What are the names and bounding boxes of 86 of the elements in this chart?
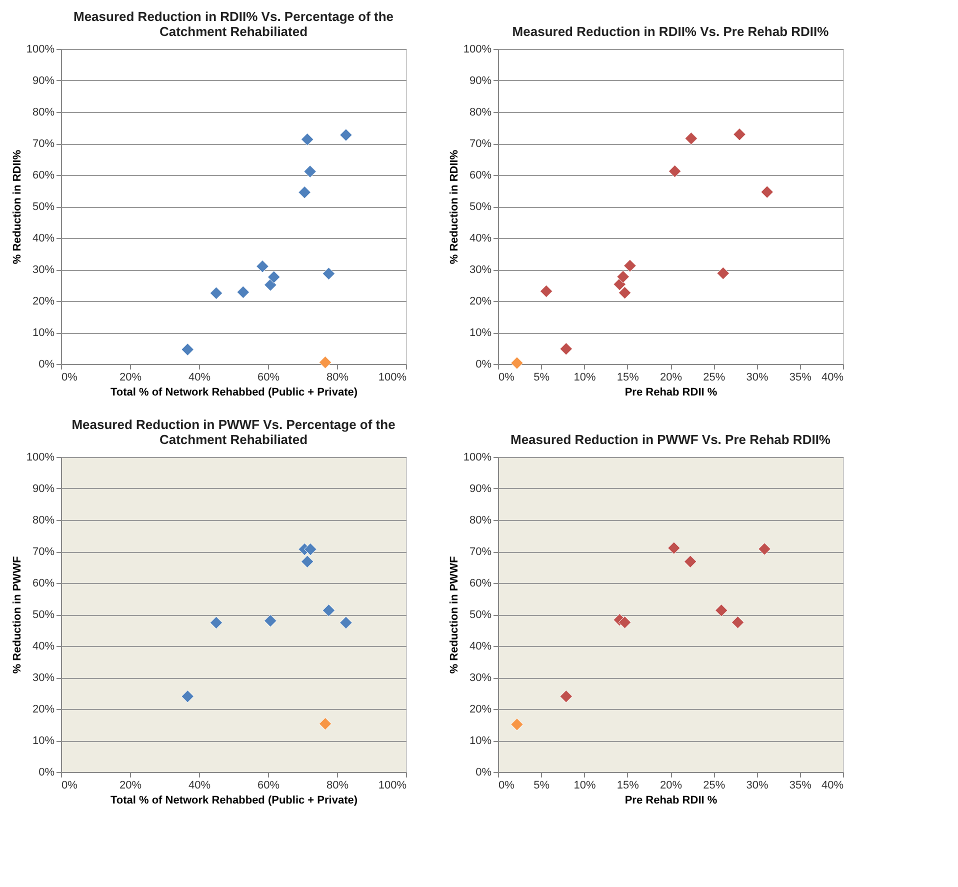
y-tick-label: 40% bbox=[469, 232, 492, 244]
x-tick-label: 40% bbox=[188, 372, 211, 384]
y-tick-label: 20% bbox=[469, 704, 492, 716]
y-tick-label: 60% bbox=[32, 578, 55, 590]
x-tick-label: 0% bbox=[498, 372, 515, 384]
x-tick-label: 20% bbox=[119, 372, 142, 384]
x-tick-label: 35% bbox=[789, 780, 812, 792]
y-tick-label: 50% bbox=[32, 201, 55, 213]
y-tick-label: 90% bbox=[32, 483, 55, 495]
y-tick-label: 40% bbox=[32, 232, 55, 244]
x-tick-label: 5% bbox=[534, 780, 550, 792]
x-tick-label: 15% bbox=[616, 372, 640, 384]
y-tick-label: 20% bbox=[32, 296, 55, 308]
y-tick-label: 50% bbox=[469, 609, 492, 621]
y-tick-label: 100% bbox=[463, 44, 492, 56]
x-tick-label: 25% bbox=[703, 780, 726, 792]
y-tick-label: 60% bbox=[469, 578, 492, 590]
x-tick-label: 40% bbox=[821, 780, 844, 792]
y-tick-label: 20% bbox=[32, 704, 55, 716]
x-tick-label: 10% bbox=[574, 372, 596, 384]
x-tick-label: 20% bbox=[660, 372, 682, 384]
y-tick-label: 0% bbox=[38, 358, 55, 370]
y-tick-label: 60% bbox=[32, 170, 55, 182]
x-tick-label: 5% bbox=[534, 372, 550, 384]
y-tick-label: 30% bbox=[32, 264, 55, 276]
y-tick-label: 90% bbox=[32, 75, 55, 87]
x-axis-title: Pre Rehab RDII % bbox=[624, 794, 718, 806]
y-tick-label: 90% bbox=[469, 75, 492, 87]
x-tick-label: 0% bbox=[62, 780, 78, 792]
y-tick-label: 50% bbox=[469, 201, 492, 213]
y-tick-label: 70% bbox=[469, 138, 492, 150]
x-tick-label: 0% bbox=[498, 780, 515, 792]
y-tick-label: 20% bbox=[469, 296, 492, 308]
x-tick-label: 25% bbox=[703, 372, 726, 384]
y-tick-label: 0% bbox=[476, 358, 492, 370]
y-tick-label: 0% bbox=[476, 766, 492, 778]
chart-title: Measured Reduction in PWWF Vs. Pre Rehab RDII% bbox=[510, 432, 831, 447]
y-tick-label: 80% bbox=[32, 106, 55, 118]
x-tick-label: 20% bbox=[119, 780, 142, 792]
x-tick-label: 40% bbox=[821, 372, 844, 384]
x-tick-label: 15% bbox=[616, 780, 640, 792]
y-tick-label: 30% bbox=[469, 264, 492, 276]
y-tick-label: 70% bbox=[32, 138, 55, 150]
y-tick-label: 70% bbox=[469, 546, 492, 558]
x-tick-label: 60% bbox=[257, 372, 280, 384]
y-tick-label: 10% bbox=[469, 327, 492, 339]
y-tick-label: 80% bbox=[469, 514, 492, 526]
y-tick-label: 10% bbox=[32, 327, 55, 339]
y-tick-label: 50% bbox=[32, 609, 55, 621]
y-tick-label: 80% bbox=[32, 514, 55, 526]
y-tick-label: 80% bbox=[469, 106, 492, 118]
x-tick-label: 30% bbox=[746, 372, 768, 384]
y-tick-label: 10% bbox=[32, 735, 55, 747]
x-axis-title: Total % of Network Rehabbed (Public + Private) bbox=[110, 386, 358, 398]
y-axis-title: % Reduction in PWWF bbox=[11, 556, 24, 674]
y-tick-label: 0% bbox=[38, 766, 55, 778]
x-tick-label: 0% bbox=[62, 372, 78, 384]
x-tick-label: 35% bbox=[789, 372, 812, 384]
x-tick-label: 30% bbox=[746, 780, 768, 792]
x-tick-label: 100% bbox=[378, 780, 407, 792]
y-tick-label: 10% bbox=[469, 735, 492, 747]
x-tick-label: 60% bbox=[257, 780, 280, 792]
y-tick-label: 40% bbox=[32, 640, 55, 652]
x-axis-title: Pre Rehab RDII % bbox=[624, 386, 718, 398]
x-tick-label: 80% bbox=[326, 780, 349, 792]
x-tick-label: 80% bbox=[326, 372, 349, 384]
y-tick-label: 70% bbox=[32, 546, 55, 558]
chart-title: Measured Reduction in PWWF Vs. Percentage of the Catchment Rehabiliated bbox=[72, 417, 396, 447]
x-tick-label: 10% bbox=[574, 780, 596, 792]
x-tick-label: 40% bbox=[188, 780, 211, 792]
chart-title: Measured Reduction in RDII% Vs. Pre Rehab RDII% bbox=[512, 24, 830, 39]
y-tick-label: 100% bbox=[463, 452, 492, 464]
x-tick-label: 100% bbox=[378, 372, 407, 384]
y-tick-label: 60% bbox=[469, 170, 492, 182]
y-tick-label: 90% bbox=[469, 483, 492, 495]
y-tick-label: 100% bbox=[26, 44, 55, 56]
y-axis-title: % Reduction in PWWF bbox=[448, 556, 460, 674]
y-tick-label: 40% bbox=[469, 640, 492, 652]
y-tick-label: 30% bbox=[469, 672, 492, 684]
y-tick-label: 100% bbox=[26, 452, 55, 464]
y-tick-label: 30% bbox=[32, 672, 55, 684]
y-axis-title: % Reduction in RDII% bbox=[11, 150, 24, 264]
y-axis-title: % Reduction in RDII% bbox=[448, 150, 460, 264]
x-tick-label: 20% bbox=[660, 780, 682, 792]
chart-title: Measured Reduction in RDII% Vs. Percentage of the Catchment Rehabiliated bbox=[73, 9, 394, 39]
x-axis-title: Total % of Network Rehabbed (Public + Private) bbox=[110, 794, 358, 806]
